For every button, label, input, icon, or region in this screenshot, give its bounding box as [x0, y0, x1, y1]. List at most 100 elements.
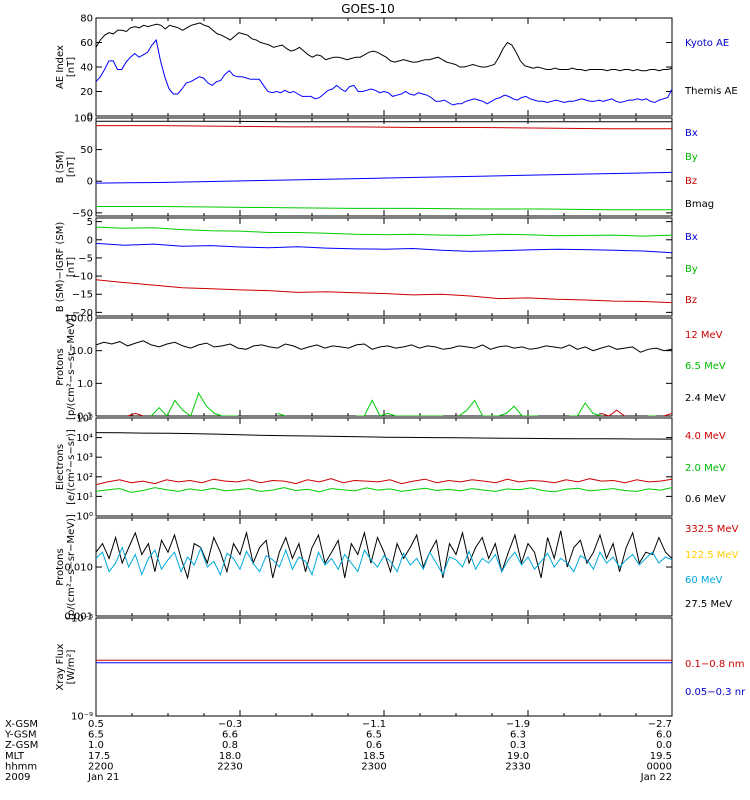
ephemeris-value: 19.5	[650, 751, 672, 762]
y-axis-label: AE Index	[55, 45, 66, 89]
series-line-0-6-mev	[96, 432, 672, 440]
y-tick-label: 10⁻⁹	[71, 712, 93, 723]
series-line-kyoto-ae	[96, 38, 672, 106]
panel-frame	[95, 417, 673, 517]
series-line-bz	[96, 279, 672, 304]
legend-entry: Bz	[685, 176, 697, 187]
ephemeris-value: 2230	[217, 761, 242, 772]
y-axis-label: [e/(cm²−s−sr)]	[66, 429, 77, 505]
y-axis-label: Protons	[55, 348, 66, 385]
ephemeris-value: 1.0	[88, 740, 104, 751]
y-tick-label: 5	[87, 217, 93, 228]
y-tick-label: 0	[87, 177, 93, 188]
y-tick-label: 100	[74, 114, 93, 125]
legend-entry: 332.5 MeV	[685, 524, 739, 535]
series-line-by	[96, 226, 672, 237]
y-tick-label: 10.0	[71, 346, 93, 357]
series-line-bx	[96, 242, 672, 254]
y-tick-label: 0.1	[77, 412, 93, 423]
ephemeris-value: 17.5	[88, 751, 110, 762]
legend-entry: By	[685, 264, 698, 275]
legend-entry: 0.6 MeV	[685, 494, 726, 505]
ephemeris-value: Jan 22	[640, 772, 672, 783]
y-tick-label: 10⁵	[76, 414, 93, 425]
y-axis-label: Protons	[55, 548, 66, 585]
y-tick-label: 10⁴	[76, 433, 93, 444]
legend-entry: 122.5 MeV	[685, 550, 739, 561]
series-line-bz	[96, 125, 672, 130]
ephemeris-value: 2330	[505, 761, 530, 772]
ephemeris-row-label: MLT	[5, 751, 25, 762]
y-axis-label: [nT]	[66, 257, 77, 277]
panel-protons_high: 0.010 0.001 Protons [p/(cm²−s−sr−MeV)] 332.5…	[55, 514, 739, 623]
series-line-12-mev	[127, 409, 672, 416]
legend-entry: Bx	[685, 232, 698, 243]
legend-entry: 2.4 MeV	[685, 393, 726, 404]
legend-entry: Kyoto AE	[685, 38, 729, 49]
ephemeris-value: 6.3	[510, 730, 526, 741]
y-axis-label: B (SM)−IGRF (SM)	[55, 222, 66, 313]
legend-entry: 2.0 MeV	[685, 463, 726, 474]
panel-frame	[95, 17, 673, 117]
legend-entry: Themis AE	[684, 86, 738, 97]
legend-entry: 0.05−0.3 nr	[685, 687, 746, 698]
series-line-bmag	[96, 120, 672, 123]
y-tick-label: −50	[72, 208, 93, 219]
ephemeris-row-label: 2009	[5, 772, 30, 783]
panel-frame	[95, 117, 673, 217]
legend-entry: 4.0 MeV	[685, 431, 726, 442]
y-tick-label: 10¹	[76, 492, 93, 503]
y-axis-label: [p/(cm²−s−sr−MeV)]	[66, 514, 77, 620]
y-tick-label: 0	[87, 112, 93, 123]
ephemeris-row-label: Z-GSM	[5, 740, 38, 751]
panel-ae: 0 20 40 60 80 AE Index [nT] Kyoto AE Themis AE	[55, 14, 738, 123]
panel-bdiff: 5 0 −5 −10 −15 −20 B (SM)−IGRF (SM) [nT] Bx By Bz	[55, 217, 698, 319]
series-line-by	[96, 206, 672, 211]
y-tick-label: −20	[72, 308, 93, 319]
y-tick-label: 100.0	[64, 314, 93, 325]
ephemeris-value: 6.5	[366, 730, 382, 741]
y-axis-label: B (SM)	[55, 150, 66, 183]
ephemeris-value: −1.1	[362, 719, 386, 730]
panel-frame	[95, 517, 673, 617]
ephemeris-value: 0.8	[222, 740, 238, 751]
ephemeris-value: 0000	[647, 761, 672, 772]
ephemeris-row-label: Y-GSM	[4, 730, 37, 741]
ephemeris-value: 0.5	[88, 719, 104, 730]
panel-electrons: 10⁵ 10⁴ 10³ 10² 10¹ 10⁰ Electrons [e/(cm²−s−sr)…	[55, 414, 726, 523]
ephemeris-row-label: hhmm	[5, 761, 37, 772]
series-line-2-0-mev	[96, 487, 672, 493]
y-axis-label: [p/(cm²−s−sr−MeV)]	[66, 314, 77, 420]
legend-entry: Bx	[685, 128, 698, 139]
ephemeris-value: 6.6	[222, 730, 238, 741]
ephemeris-value: −2.7	[648, 719, 672, 730]
y-tick-label: 40	[80, 63, 93, 74]
y-tick-label: 10²	[76, 472, 93, 483]
panel-xray: 10⁻⁸ 10⁻⁹ Xray Flux [W/m²] 0.1−0.8 nm 0.05−0.…	[55, 614, 746, 723]
series-line-4-0-mev	[96, 478, 672, 486]
ephemeris-value: −1.9	[506, 719, 530, 730]
ephemeris-value: 0.3	[510, 740, 526, 751]
y-tick-label: 1.0	[77, 379, 93, 390]
ephemeris-value: 6.0	[656, 730, 672, 741]
y-tick-label: 80	[80, 14, 93, 25]
series-line-332-5-mev	[96, 530, 672, 580]
ephemeris-value: Jan 21	[87, 772, 119, 783]
legend-entry: Bz	[685, 295, 697, 306]
y-axis-label: [W/m²]	[66, 649, 77, 684]
panel-protons_low: 100.0 10.0 1.0 0.1 Protons [p/(cm²−s−sr−MeV)]…	[55, 314, 726, 423]
ephemeris-row-label: X-GSM	[5, 719, 38, 730]
y-tick-label: 10⁰	[76, 512, 93, 523]
y-tick-label: 10⁻⁸	[71, 614, 93, 625]
legend-entry: 6.5 MeV	[685, 361, 726, 372]
ephemeris-value: 18.0	[219, 751, 241, 762]
y-tick-label: 0	[87, 235, 93, 246]
ephemeris-value: 0.0	[656, 740, 672, 751]
series-line-themis-ae	[96, 22, 672, 72]
y-axis-label: Xray Flux	[55, 643, 66, 690]
y-tick-label: −10	[72, 272, 93, 283]
ephemeris-value: −0.3	[218, 719, 242, 730]
y-tick-label: 0.001	[64, 612, 93, 623]
y-axis-label: [nT]	[66, 157, 77, 177]
